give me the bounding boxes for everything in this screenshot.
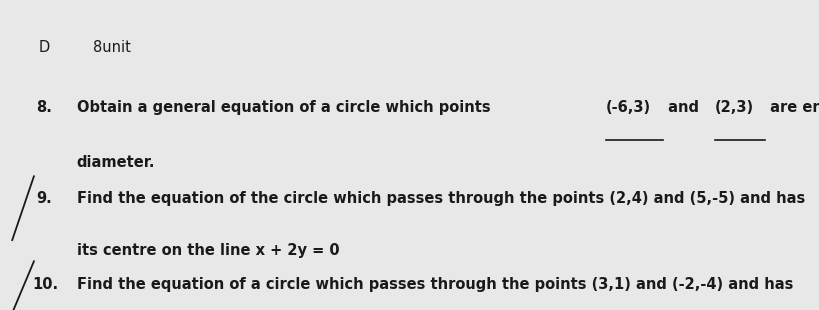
Text: 8unit: 8unit (93, 40, 130, 55)
Text: 10.: 10. (32, 277, 58, 291)
Text: are endpoints of its: are endpoints of its (763, 100, 819, 115)
Text: (2,3): (2,3) (714, 100, 753, 115)
Text: Find the equation of the circle which passes through the points (2,4) and (5,-5): Find the equation of the circle which pa… (76, 192, 803, 206)
Text: Find the equation of a circle which passes through the points (3,1) and (-2,-4) : Find the equation of a circle which pass… (76, 277, 792, 291)
Text: (-6,3): (-6,3) (605, 100, 650, 115)
Text: Obtain a general equation of a circle which points: Obtain a general equation of a circle wh… (76, 100, 495, 115)
Text: its centre on the line x + 2y = 0: its centre on the line x + 2y = 0 (76, 243, 339, 258)
Text: diameter.: diameter. (76, 155, 155, 170)
Text: D: D (38, 40, 50, 55)
Text: 8.: 8. (36, 100, 52, 115)
Text: and: and (663, 100, 704, 115)
Text: 9.: 9. (36, 192, 52, 206)
